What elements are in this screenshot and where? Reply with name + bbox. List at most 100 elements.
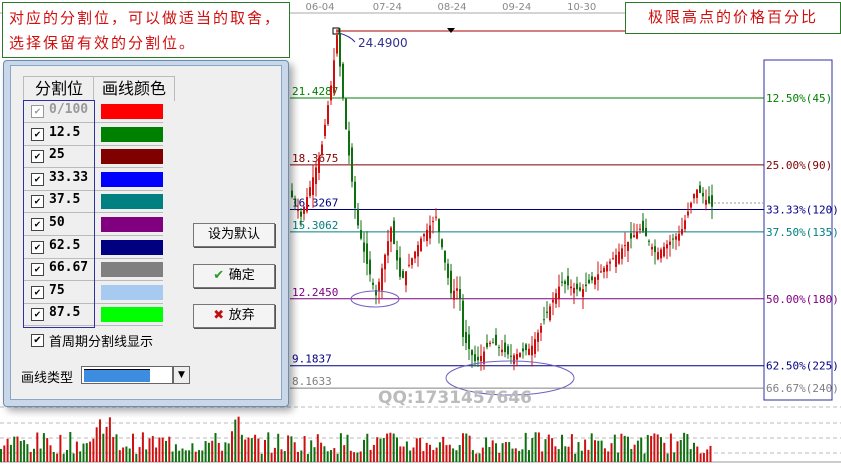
level-checkbox[interactable]: ✔ <box>31 218 44 231</box>
fib-level-percent: 62.50%(225) <box>766 360 839 373</box>
candle <box>411 258 413 265</box>
set-default-button[interactable]: 设为默认 <box>193 223 275 247</box>
ok-button[interactable]: ✔ 确定 <box>193 264 275 288</box>
volume-bar <box>184 450 187 462</box>
volume-bar <box>587 449 590 462</box>
volume-bar <box>9 444 12 462</box>
volume-bar <box>465 433 468 462</box>
fib-level-price: 16.3267 <box>292 197 338 210</box>
candle <box>549 306 551 321</box>
candle <box>630 233 632 239</box>
cancel-button[interactable]: ✖ 放弃 <box>193 304 275 328</box>
candle <box>330 85 332 101</box>
candle <box>579 287 581 291</box>
volume-bar <box>13 436 16 462</box>
candle <box>594 277 596 285</box>
volume-bar <box>306 453 309 462</box>
level-label: 33.33 <box>49 169 89 185</box>
level-checkbox[interactable]: ✔ <box>31 105 44 118</box>
volume-bar <box>148 438 151 462</box>
volume-bar <box>656 434 659 462</box>
candle <box>633 235 635 238</box>
volume-bar <box>273 447 276 462</box>
level-checkbox[interactable]: ✔ <box>31 308 44 322</box>
candle <box>450 270 452 294</box>
col-header-color[interactable]: 画线颜色 <box>93 76 175 101</box>
percent-box <box>763 59 833 401</box>
level-checkbox[interactable]: ✔ <box>31 172 44 186</box>
candle <box>294 201 296 204</box>
level-color-swatch[interactable] <box>101 239 163 255</box>
candle <box>540 326 542 333</box>
volume-bar <box>511 448 514 462</box>
candle <box>306 196 308 212</box>
level-row[interactable]: ✔ 75 <box>23 281 163 304</box>
volume-bar <box>254 434 257 462</box>
candle <box>672 238 674 240</box>
level-row[interactable]: ✔ 12.5 <box>23 123 163 146</box>
level-row[interactable]: ✔ 0/100 <box>23 100 163 123</box>
volume-bar <box>82 443 85 462</box>
chevron-down-icon[interactable]: ▼ <box>173 366 190 384</box>
level-checkbox[interactable]: ✔ <box>31 240 44 254</box>
level-color-swatch[interactable] <box>101 171 163 187</box>
level-checkbox[interactable]: ✔ <box>31 263 44 277</box>
volume-bar <box>115 434 118 462</box>
volume-bar <box>155 447 158 462</box>
level-color-swatch[interactable] <box>101 284 163 300</box>
level-row[interactable]: ✔ 87.5 <box>23 303 163 327</box>
candle <box>354 181 356 208</box>
volume-bar <box>283 451 286 462</box>
volume-bar <box>330 450 332 462</box>
candle <box>483 351 485 364</box>
first-cycle-checkbox[interactable]: ✔ <box>31 334 44 347</box>
fib-level-price: 18.3675 <box>292 152 338 165</box>
volume-bar <box>303 436 306 462</box>
level-checkbox[interactable]: ✔ <box>31 127 44 141</box>
volume-bar <box>534 432 537 462</box>
volume-bar <box>660 437 662 462</box>
level-row[interactable]: ✔ 66.67 <box>23 258 163 282</box>
candle <box>459 289 461 300</box>
candle <box>498 347 500 349</box>
candle <box>387 241 389 256</box>
high-price-label: 24.4900 <box>358 36 408 50</box>
level-row[interactable]: ✔ 62.5 <box>23 236 163 259</box>
volume-bar <box>386 433 389 462</box>
volume-bar <box>181 448 184 462</box>
volume-bar <box>231 431 233 462</box>
level-label: 12.5 <box>49 124 81 140</box>
volume-bar <box>79 451 82 462</box>
level-row[interactable]: ✔ 37.5 <box>23 190 163 214</box>
level-checkbox[interactable]: ✔ <box>31 150 44 164</box>
volume-bar <box>617 452 620 462</box>
volume-bar <box>36 432 39 462</box>
level-color-swatch[interactable] <box>101 194 163 210</box>
level-row[interactable]: ✔ 33.33 <box>23 168 163 191</box>
candle <box>573 287 575 294</box>
volume-bar <box>600 440 603 462</box>
high-marker[interactable] <box>332 27 340 35</box>
candle <box>474 354 476 362</box>
volume-bar <box>72 453 75 462</box>
level-checkbox[interactable]: ✔ <box>31 285 44 299</box>
candle <box>429 225 431 239</box>
level-row[interactable]: ✔ 50 <box>23 213 163 236</box>
level-color-swatch[interactable] <box>101 104 163 119</box>
level-checkbox[interactable]: ✔ <box>31 195 44 209</box>
col-header-level[interactable]: 分割位 <box>23 76 95 101</box>
candle <box>489 342 491 345</box>
volume-bar <box>287 435 290 462</box>
level-color-swatch[interactable] <box>101 126 163 142</box>
volume-bar <box>442 436 445 462</box>
level-color-swatch[interactable] <box>101 307 163 323</box>
level-color-swatch[interactable] <box>101 217 163 232</box>
candle <box>654 246 656 253</box>
candle <box>642 220 644 232</box>
level-row[interactable]: ✔ 25 <box>23 145 163 169</box>
volume-bar <box>501 443 504 462</box>
level-color-swatch[interactable] <box>101 149 163 165</box>
level-color-swatch[interactable] <box>101 262 163 278</box>
line-type-select[interactable] <box>81 366 173 384</box>
